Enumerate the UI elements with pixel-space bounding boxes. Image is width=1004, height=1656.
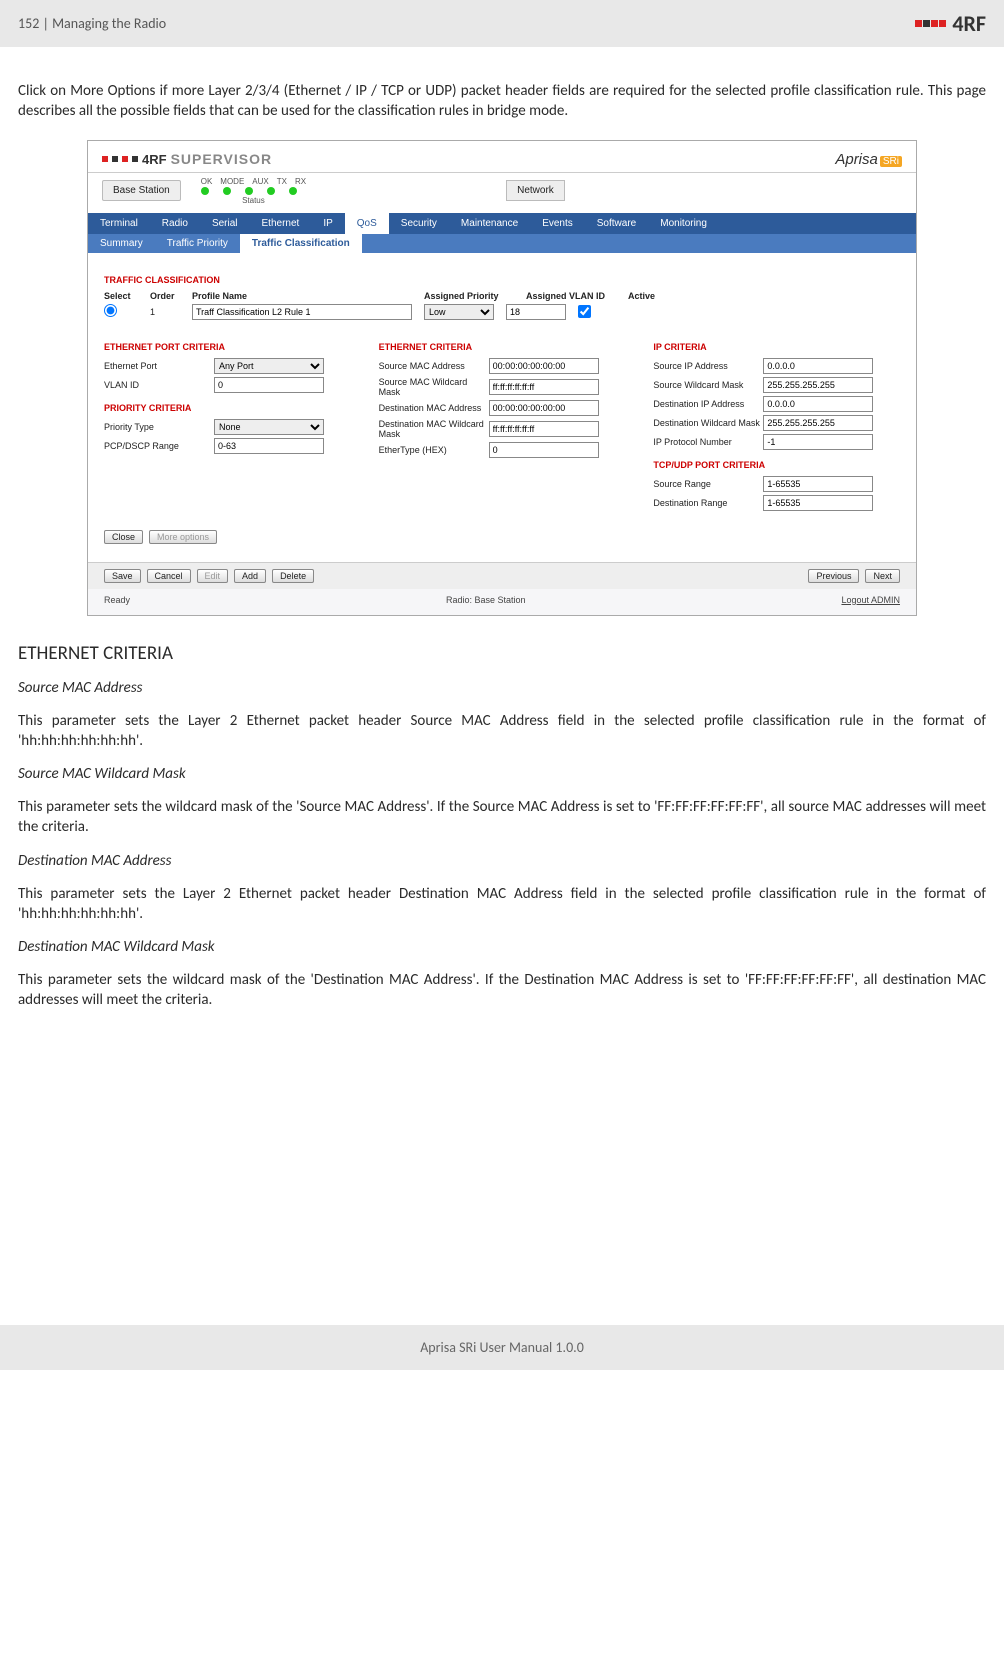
source-mac-mask-input[interactable] bbox=[489, 379, 599, 395]
nav-ip[interactable]: IP bbox=[311, 213, 344, 234]
tc-table-header: Select Order Profile Name Assigned Prior… bbox=[104, 291, 900, 301]
logout-link[interactable]: Logout ADMIN bbox=[841, 595, 900, 605]
status-ready: Ready bbox=[104, 595, 130, 605]
page-footer: Aprisa SRi User Manual 1.0.0 bbox=[0, 1325, 1004, 1370]
section-eth-port-criteria: ETHERNET PORT CRITERIA bbox=[104, 342, 351, 352]
subnav-traffic-classification[interactable]: Traffic Classification bbox=[240, 234, 362, 253]
nav-monitoring[interactable]: Monitoring bbox=[648, 213, 719, 234]
dest-ip-input[interactable] bbox=[763, 396, 873, 412]
cancel-button[interactable]: Cancel bbox=[147, 569, 191, 583]
supervisor-logo: 4RF SUPERVISOR bbox=[102, 151, 272, 167]
ethernet-port-select[interactable]: Any Port bbox=[214, 358, 324, 374]
network-box[interactable]: Network bbox=[506, 180, 565, 201]
assigned-priority-select[interactable]: Low bbox=[424, 304, 494, 320]
nav-events[interactable]: Events bbox=[530, 213, 585, 234]
supervisor-word: SUPERVISOR bbox=[171, 151, 273, 167]
next-button[interactable]: Next bbox=[865, 569, 900, 583]
heading-source-mac: Source MAC Address bbox=[18, 679, 986, 697]
heading-dest-mac-mask: Destination MAC Wildcard Mask bbox=[18, 938, 986, 956]
section-traffic-classification: TRAFFIC CLASSIFICATION bbox=[104, 275, 900, 285]
section-ip-criteria: IP CRITERIA bbox=[653, 342, 900, 352]
status-bar: Ready Radio: Base Station Logout ADMIN bbox=[88, 589, 916, 615]
vlan-id-input[interactable] bbox=[214, 377, 324, 393]
section-priority-criteria: PRIORITY CRITERIA bbox=[104, 403, 351, 413]
para-source-mac: This parameter sets the Layer 2 Ethernet… bbox=[18, 711, 986, 752]
previous-button[interactable]: Previous bbox=[808, 569, 859, 583]
source-range-input[interactable] bbox=[763, 476, 873, 492]
dest-mac-input[interactable] bbox=[489, 400, 599, 416]
row-select-radio[interactable] bbox=[104, 304, 117, 317]
dest-ip-mask-input[interactable] bbox=[763, 415, 873, 431]
brand-text: 4RF bbox=[952, 10, 986, 37]
delete-button[interactable]: Delete bbox=[272, 569, 314, 583]
nav-software[interactable]: Software bbox=[585, 213, 648, 234]
base-station-box[interactable]: Base Station bbox=[102, 180, 181, 201]
heading-ethernet-criteria: ETHERNET CRITERIA bbox=[18, 642, 986, 665]
heading-dest-mac: Destination MAC Address bbox=[18, 852, 986, 870]
profile-name-input[interactable] bbox=[192, 304, 412, 320]
status-radio: Radio: Base Station bbox=[446, 595, 526, 605]
main-nav: Terminal Radio Serial Ethernet IP QoS Se… bbox=[88, 213, 916, 234]
dest-mac-mask-input[interactable] bbox=[489, 421, 599, 437]
subnav-summary[interactable]: Summary bbox=[88, 234, 155, 253]
section-ethernet-criteria: ETHERNET CRITERIA bbox=[379, 342, 626, 352]
source-mac-input[interactable] bbox=[489, 358, 599, 374]
tc-row-1: 1 Low bbox=[104, 304, 900, 320]
subnav-traffic-priority[interactable]: Traffic Priority bbox=[155, 234, 240, 253]
nav-terminal[interactable]: Terminal bbox=[88, 213, 150, 234]
supervisor-screenshot: 4RF SUPERVISOR AprisaSRi Base Station OK… bbox=[87, 140, 917, 616]
nav-maintenance[interactable]: Maintenance bbox=[449, 213, 530, 234]
source-ip-input[interactable] bbox=[763, 358, 873, 374]
more-options-button[interactable]: More options bbox=[149, 530, 217, 544]
para-dest-mac-mask: This parameter sets the wildcard mask of… bbox=[18, 970, 986, 1011]
nav-serial[interactable]: Serial bbox=[200, 213, 250, 234]
intro-paragraph: Click on More Options if more Layer 2/3/… bbox=[18, 81, 986, 122]
assigned-vlan-input[interactable] bbox=[506, 304, 566, 320]
priority-type-select[interactable]: None bbox=[214, 419, 324, 435]
pcp-dscp-input[interactable] bbox=[214, 438, 324, 454]
nav-security[interactable]: Security bbox=[389, 213, 449, 234]
edit-button[interactable]: Edit bbox=[197, 569, 229, 583]
nav-radio[interactable]: Radio bbox=[150, 213, 200, 234]
sub-nav: Summary Traffic Priority Traffic Classif… bbox=[88, 234, 916, 253]
dest-range-input[interactable] bbox=[763, 495, 873, 511]
nav-ethernet[interactable]: Ethernet bbox=[250, 213, 312, 234]
nav-qos[interactable]: QoS bbox=[345, 213, 389, 234]
brand-dots-icon bbox=[915, 20, 946, 27]
brand-logo: 4RF bbox=[915, 10, 986, 37]
ethertype-input[interactable] bbox=[489, 442, 599, 458]
para-dest-mac: This parameter sets the Layer 2 Ethernet… bbox=[18, 884, 986, 925]
shot-topbar: 4RF SUPERVISOR AprisaSRi bbox=[88, 141, 916, 173]
close-button[interactable]: Close bbox=[104, 530, 143, 544]
page-header: 152 | Managing the Radio 4RF bbox=[0, 0, 1004, 47]
section-tcp-udp-criteria: TCP/UDP PORT CRITERIA bbox=[653, 460, 900, 470]
source-ip-mask-input[interactable] bbox=[763, 377, 873, 393]
para-source-mac-mask: This parameter sets the wildcard mask of… bbox=[18, 797, 986, 838]
add-button[interactable]: Add bbox=[234, 569, 266, 583]
heading-source-mac-mask: Source MAC Wildcard Mask bbox=[18, 765, 986, 783]
status-leds: OK MODE AUX TX RX Status bbox=[201, 177, 306, 205]
ip-protocol-input[interactable] bbox=[763, 434, 873, 450]
active-checkbox[interactable] bbox=[578, 305, 591, 318]
aprisa-logo: AprisaSRi bbox=[835, 151, 902, 168]
page-header-left: 152 | Managing the Radio bbox=[18, 15, 166, 32]
save-button[interactable]: Save bbox=[104, 569, 141, 583]
